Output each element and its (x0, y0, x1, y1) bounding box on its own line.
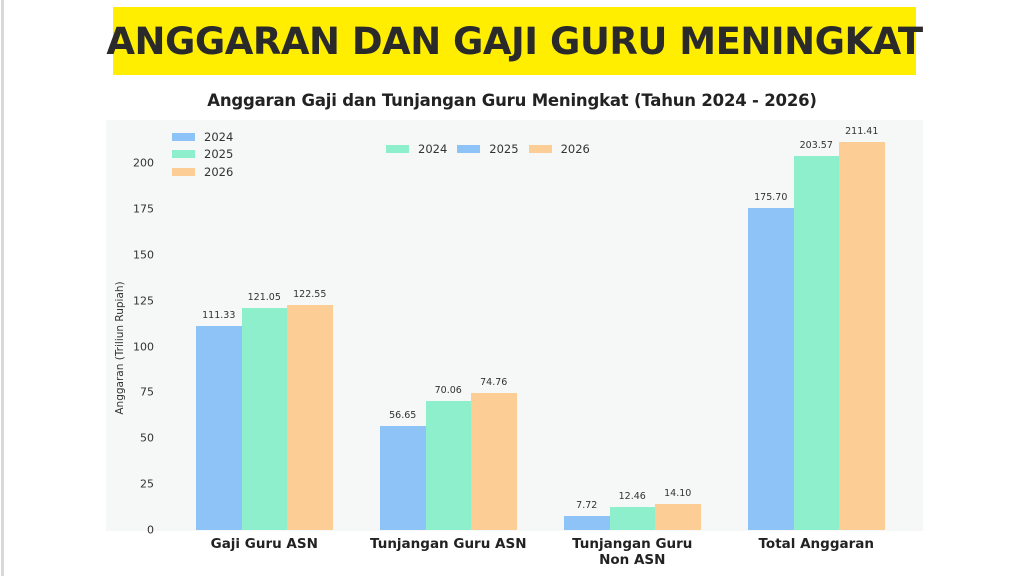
bar-2026 (839, 142, 885, 530)
bar-value-label: 7.72 (576, 499, 598, 511)
bar-2025 (425, 401, 471, 530)
legend-swatch-icon (528, 144, 552, 153)
legend-label: 2025 (204, 147, 234, 162)
legend-label: 2025 (489, 141, 519, 156)
bar-2026 (471, 392, 517, 530)
bar-2026 (655, 504, 701, 530)
x-category-label: Total Anggaran (758, 536, 874, 552)
bar-value-label: 211.41 (845, 126, 879, 138)
bar-2025 (241, 307, 287, 530)
headline-banner: ANGGARAN DAN GAJI GURU MENINGKAT (106, 7, 923, 75)
legend-swatch-icon (457, 144, 481, 153)
bar-value-label: 111.33 (202, 309, 236, 321)
headline-text: ANGGARAN DAN GAJI GURU MENINGKAT (106, 19, 923, 63)
legend-label: 2024 (204, 129, 234, 144)
y-tick-label: 150 (133, 248, 154, 262)
bar-2025 (793, 156, 839, 530)
left-edge-divider (1, 0, 4, 576)
y-tick-label: 175 (133, 202, 154, 216)
y-tick-label: 0 (147, 523, 154, 537)
legend-swatch-icon (172, 132, 195, 141)
bar-value-label: 122.55 (293, 289, 327, 301)
legend-upper-left: 2024 2025 2026 (172, 128, 233, 181)
legend-label: 2024 (418, 141, 448, 156)
bar-value-label: 70.06 (434, 385, 462, 397)
legend-label: 2026 (560, 141, 590, 156)
bar-value-label: 74.76 (480, 376, 508, 388)
bar-2024 (196, 325, 242, 530)
x-category-label: Tunjangan Guru Non ASN (572, 536, 693, 568)
legend-item: 2024 (172, 128, 233, 146)
bar-2024 (564, 515, 610, 530)
y-tick-label: 75 (140, 385, 154, 399)
bar-value-label: 12.46 (618, 491, 646, 503)
y-tick-label: 125 (133, 294, 154, 308)
legend-upper-center: 2024 2025 2026 (386, 140, 600, 158)
legend-item: 2024 (386, 140, 447, 158)
bar-2026 (287, 305, 333, 530)
bar-2024 (748, 207, 794, 530)
legend-swatch-icon (172, 150, 195, 159)
bar-value-label: 203.57 (799, 140, 833, 152)
legend-swatch-icon (172, 167, 195, 176)
legend-item: 2025 (172, 146, 233, 164)
bar-value-label: 121.05 (247, 291, 281, 303)
y-tick-label: 50 (140, 431, 154, 445)
bar-value-label: 56.65 (389, 410, 417, 422)
legend-label: 2026 (204, 164, 234, 179)
y-tick-label: 25 (140, 477, 154, 491)
legend-item: 2026 (172, 163, 233, 181)
legend-item: 2026 (528, 140, 590, 158)
bar-value-label: 14.10 (664, 488, 692, 500)
x-category-label: Tunjangan Guru ASN (369, 536, 527, 552)
chart-title: Anggaran Gaji dan Tunjangan Guru Meningk… (207, 91, 817, 110)
y-tick-label: 200 (133, 156, 154, 170)
y-tick-label: 100 (133, 340, 154, 353)
bar-2025 (609, 507, 655, 530)
bar-value-label: 175.70 (754, 191, 788, 203)
x-category-label: Gaji Guru ASN (210, 536, 318, 552)
legend-swatch-icon (386, 144, 409, 153)
bar-2024 (380, 426, 426, 530)
legend-item: 2025 (457, 140, 519, 158)
